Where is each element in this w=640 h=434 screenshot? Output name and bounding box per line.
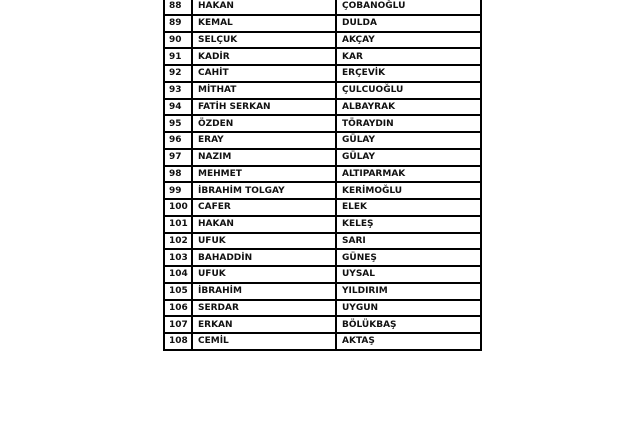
last-name: GÜLAY	[335, 131, 482, 150]
last-name: ALTIPARMAK	[335, 164, 482, 184]
last-name: ÇULCUOĞLU	[335, 80, 482, 100]
last-name: BÖLÜKBAŞ	[335, 315, 482, 334]
row-number: 105	[163, 281, 193, 301]
first-name: HAKAN	[191, 214, 337, 234]
last-name: ELEK	[335, 198, 482, 217]
table-row: 106 SERDAR UYGUN	[163, 298, 482, 318]
table-row: 95 ÖZDEN TÖRAYDIN	[163, 114, 482, 133]
row-number: 108	[163, 332, 193, 351]
table-row: 93 MİTHAT ÇULCUOĞLU	[163, 80, 482, 100]
first-name: SERDAR	[191, 298, 337, 318]
last-name: ALBAYRAK	[335, 97, 482, 117]
row-number: 106	[163, 298, 193, 318]
last-name: SARI	[335, 231, 482, 251]
first-name: ERAY	[191, 131, 337, 150]
last-name: GÜNEŞ	[335, 248, 482, 267]
table-row: 98 MEHMET ALTIPARMAK	[163, 164, 482, 184]
row-number: 95	[163, 114, 193, 133]
table-row: 97 NAZIM GÜLAY	[163, 147, 482, 167]
first-name: FATİH SERKAN	[191, 97, 337, 117]
first-name: KEMAL	[191, 13, 337, 33]
first-name: UFUK	[191, 265, 337, 284]
row-number: 91	[163, 47, 193, 66]
last-name: ERÇEVİK	[335, 64, 482, 83]
first-name: ÖZDEN	[191, 114, 337, 133]
last-name: UYSAL	[335, 265, 482, 284]
table-row: 89 KEMAL DULDA	[163, 13, 482, 33]
row-number: 102	[163, 231, 193, 251]
last-name: ÇOBANOĞLU	[335, 0, 482, 16]
first-name: CAHİT	[191, 64, 337, 83]
first-name: MEHMET	[191, 164, 337, 184]
row-number: 96	[163, 131, 193, 150]
table-row: 94 FATİH SERKAN ALBAYRAK	[163, 97, 482, 117]
last-name: YILDIRIM	[335, 281, 482, 301]
first-name: NAZIM	[191, 147, 337, 167]
names-table: 88 HAKAN ÇOBANOĞLU 89 KEMAL DULDA 90 SELÇUK AKÇA…	[163, 0, 482, 351]
first-name: MİTHAT	[191, 80, 337, 100]
row-number: 107	[163, 315, 193, 334]
row-number: 90	[163, 30, 193, 50]
table-row: 108 CEMİL AKTAŞ	[163, 332, 482, 351]
table-row: 96 ERAY GÜLAY	[163, 131, 482, 150]
last-name: AKÇAY	[335, 30, 482, 50]
row-number: 93	[163, 80, 193, 100]
last-name: TÖRAYDIN	[335, 114, 482, 133]
row-number: 103	[163, 248, 193, 267]
last-name: KELEŞ	[335, 214, 482, 234]
first-name: CEMİL	[191, 332, 337, 351]
table-row: 100 CAFER ELEK	[163, 198, 482, 217]
first-name: UFUK	[191, 231, 337, 251]
first-name: CAFER	[191, 198, 337, 217]
first-name: ERKAN	[191, 315, 337, 334]
first-name: İBRAHİM TOLGAY	[191, 181, 337, 200]
row-number: 101	[163, 214, 193, 234]
row-number: 88	[163, 0, 193, 16]
table-row: 99 İBRAHİM TOLGAY KERİMOĞLU	[163, 181, 482, 200]
last-name: AKTAŞ	[335, 332, 482, 351]
last-name: DULDA	[335, 13, 482, 33]
last-name: KERİMOĞLU	[335, 181, 482, 200]
table-row: 91 KADİR KAR	[163, 47, 482, 66]
table-row: 92 CAHİT ERÇEVİK	[163, 64, 482, 83]
first-name: KADİR	[191, 47, 337, 66]
first-name: HAKAN	[191, 0, 337, 16]
last-name: UYGUN	[335, 298, 482, 318]
row-number: 99	[163, 181, 193, 200]
table-row: 103 BAHADDİN GÜNEŞ	[163, 248, 482, 267]
first-name: SELÇUK	[191, 30, 337, 50]
table-row: 107 ERKAN BÖLÜKBAŞ	[163, 315, 482, 334]
row-number: 94	[163, 97, 193, 117]
last-name: KAR	[335, 47, 482, 66]
table-row: 101 HAKAN KELEŞ	[163, 214, 482, 234]
first-name: BAHADDİN	[191, 248, 337, 267]
row-number: 97	[163, 147, 193, 167]
table-row: 105 İBRAHİM YILDIRIM	[163, 281, 482, 301]
table-row: 88 HAKAN ÇOBANOĞLU	[163, 0, 482, 16]
row-number: 104	[163, 265, 193, 284]
row-number: 92	[163, 64, 193, 83]
row-number: 100	[163, 198, 193, 217]
first-name: İBRAHİM	[191, 281, 337, 301]
row-number: 98	[163, 164, 193, 184]
table-row: 104 UFUK UYSAL	[163, 265, 482, 284]
last-name: GÜLAY	[335, 147, 482, 167]
table-row: 90 SELÇUK AKÇAY	[163, 30, 482, 50]
table-row: 102 UFUK SARI	[163, 231, 482, 251]
row-number: 89	[163, 13, 193, 33]
